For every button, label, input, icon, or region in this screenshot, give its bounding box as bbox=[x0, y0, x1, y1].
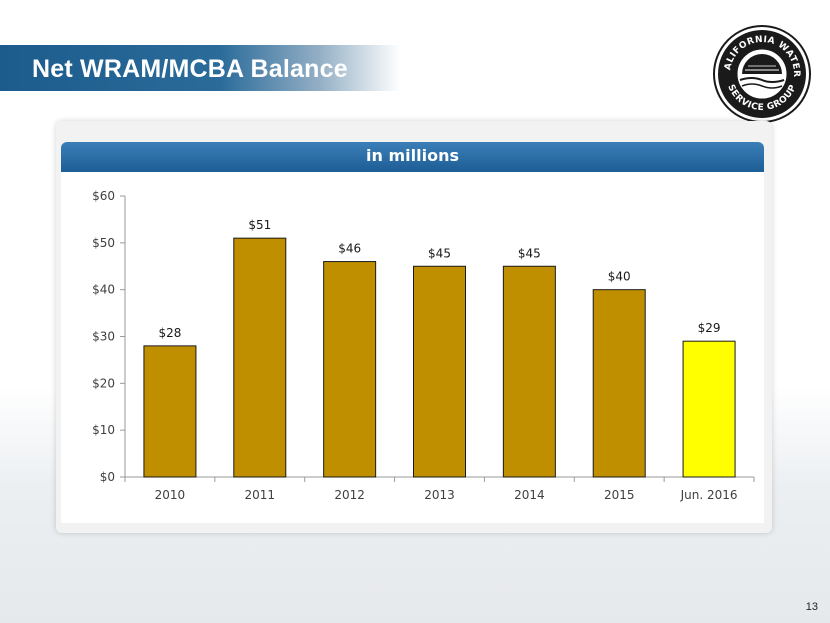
y-tick-label: $10 bbox=[92, 423, 115, 437]
x-tick-label: 2010 bbox=[155, 488, 186, 502]
data-label: $46 bbox=[338, 242, 361, 256]
chart-header bbox=[61, 142, 764, 172]
bar bbox=[682, 340, 736, 478]
data-label: $45 bbox=[428, 246, 451, 260]
x-tick-label: 2015 bbox=[604, 488, 635, 502]
bar bbox=[143, 345, 197, 478]
data-label: $40 bbox=[608, 270, 631, 284]
title-bar bbox=[0, 45, 400, 91]
bar bbox=[323, 261, 377, 478]
data-label: $28 bbox=[158, 326, 181, 340]
chart-title: in millions bbox=[366, 146, 459, 165]
y-tick-label: $60 bbox=[92, 189, 115, 203]
bar bbox=[592, 289, 646, 478]
bar-chart: $0 $10 $20 $30 $40 $50 $60 $28 2010 $51 2011 $46 201… bbox=[92, 189, 755, 502]
x-tick-label: Jun. 2016 bbox=[680, 488, 738, 502]
x-tick-label: 2014 bbox=[514, 488, 545, 502]
x-tick-label: 2012 bbox=[334, 488, 365, 502]
bar bbox=[413, 265, 466, 478]
y-tick-label: $20 bbox=[92, 376, 115, 390]
slide-title: Net WRAM/MCBA Balance bbox=[32, 55, 348, 83]
x-tick-label: 2011 bbox=[245, 488, 276, 502]
x-tick-label: 2013 bbox=[424, 488, 455, 502]
y-tick-label: $40 bbox=[92, 283, 115, 297]
bar bbox=[233, 237, 287, 478]
page-number: 13 bbox=[805, 601, 818, 613]
data-label: $29 bbox=[698, 321, 721, 335]
y-tick-label: $0 bbox=[100, 470, 115, 484]
y-tick-label: $50 bbox=[92, 236, 115, 250]
company-logo: CALIFORNIA WATER SERVICE GROUP bbox=[712, 24, 811, 123]
data-label: $45 bbox=[518, 246, 541, 260]
y-tick-label: $30 bbox=[92, 330, 115, 344]
data-label: $51 bbox=[248, 218, 271, 232]
bar bbox=[502, 265, 556, 478]
